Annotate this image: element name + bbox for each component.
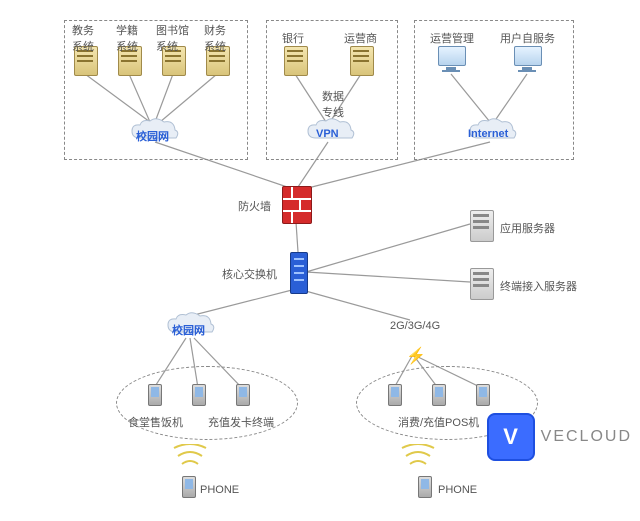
server-icon: [350, 46, 372, 74]
label: 终端接入服务器: [500, 278, 577, 294]
phone-icon: [182, 476, 196, 498]
phone-icon: [476, 384, 490, 406]
label: 教务系统: [72, 22, 94, 54]
firewall-icon: [282, 186, 312, 224]
tower-server-icon: [470, 210, 492, 240]
label: PHONE: [438, 484, 477, 496]
label: 校园网: [136, 128, 169, 144]
label: Internet: [468, 128, 508, 140]
phone-icon: [418, 476, 432, 498]
label: 图书馆系统: [156, 22, 189, 54]
label: 财务系统: [204, 22, 226, 54]
lightning-icon: ⚡: [406, 346, 426, 366]
label: 用户自服务: [500, 30, 555, 46]
pc-icon: [438, 46, 464, 70]
phone-icon: [432, 384, 446, 406]
label: 核心交换机: [222, 266, 277, 282]
label: 数据专线: [322, 88, 344, 120]
label: 运营管理: [430, 30, 474, 46]
label: 运营商: [344, 30, 377, 46]
phone-icon: [192, 384, 206, 406]
label: 应用服务器: [500, 220, 555, 236]
server-icon: [284, 46, 306, 74]
label: 学籍系统: [116, 22, 138, 54]
label: PHONE: [200, 484, 239, 496]
watermark-text: VECLOUD: [541, 428, 632, 446]
watermark: V VECLOUD: [487, 413, 632, 461]
label: 校园网: [172, 322, 205, 338]
diagram-stage: { "canvas":{"w":640,"h":521,"bg":"#fffff…: [0, 0, 640, 521]
label: VPN: [316, 128, 339, 140]
pc-icon: [514, 46, 540, 70]
label: 充值发卡终端: [208, 414, 274, 430]
label: 2G/3G/4G: [390, 320, 440, 332]
label: 银行: [282, 30, 304, 46]
phone-icon: [148, 384, 162, 406]
label: 食堂售饭机: [128, 414, 183, 430]
label: 防火墙: [238, 198, 271, 214]
label: 消费/充值POS机: [398, 414, 479, 430]
phone-icon: [236, 384, 250, 406]
tower-server-icon: [470, 268, 492, 298]
core-switch-icon: [290, 252, 308, 294]
watermark-badge: V: [487, 413, 535, 461]
phone-icon: [388, 384, 402, 406]
